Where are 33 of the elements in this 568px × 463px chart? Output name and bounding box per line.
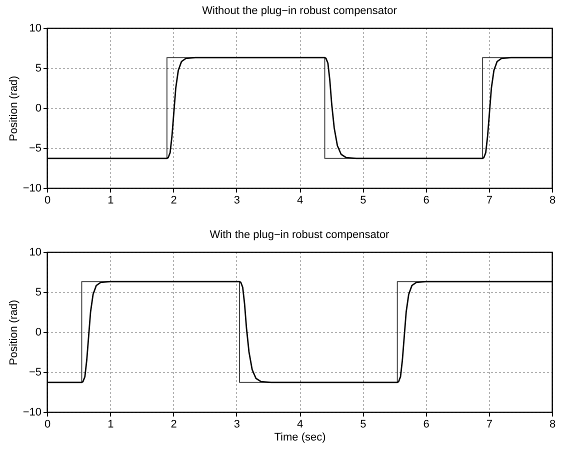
x-tick-label: 1: [108, 418, 114, 430]
x-tick-label: 2: [170, 194, 177, 206]
y-tick-label: −5: [28, 366, 42, 378]
x-tick-label: 8: [549, 194, 556, 206]
chart-title: With the plug−in robust compensator: [210, 229, 390, 241]
y-tick-label: 5: [35, 286, 42, 298]
x-tick-label: 3: [234, 418, 240, 430]
y-tick-label: 10: [29, 246, 42, 258]
x-tick-label: 0: [44, 194, 51, 206]
y-tick-label: −10: [22, 182, 42, 194]
chart-title: Without the plug−in robust compensator: [202, 5, 398, 17]
y-tick-label: 0: [35, 326, 42, 338]
y-axis-title: Position (rad): [8, 76, 20, 142]
x-tick-label: 3: [234, 194, 240, 206]
x-tick-label: 5: [360, 194, 366, 206]
y-axis-title: Position (rad): [8, 300, 20, 366]
x-tick-label: 1: [108, 194, 114, 206]
x-tick-label: 6: [423, 418, 430, 430]
x-tick-label: 4: [296, 194, 304, 206]
y-tick-label: −10: [22, 406, 42, 418]
y-tick-label: 5: [35, 62, 42, 74]
x-tick-label: 7: [486, 418, 492, 430]
y-tick-label: −5: [28, 142, 42, 154]
x-tick-label: 6: [423, 194, 430, 206]
x-axis-title: Time (sec): [274, 432, 326, 444]
x-tick-label: 2: [170, 418, 177, 430]
x-tick-label: 0: [44, 418, 51, 430]
x-tick-label: 4: [296, 418, 304, 430]
y-tick-label: 10: [29, 22, 42, 34]
y-tick-label: 0: [35, 102, 42, 114]
x-tick-label: 7: [486, 194, 492, 206]
x-tick-label: 5: [360, 418, 366, 430]
x-tick-label: 8: [549, 418, 556, 430]
